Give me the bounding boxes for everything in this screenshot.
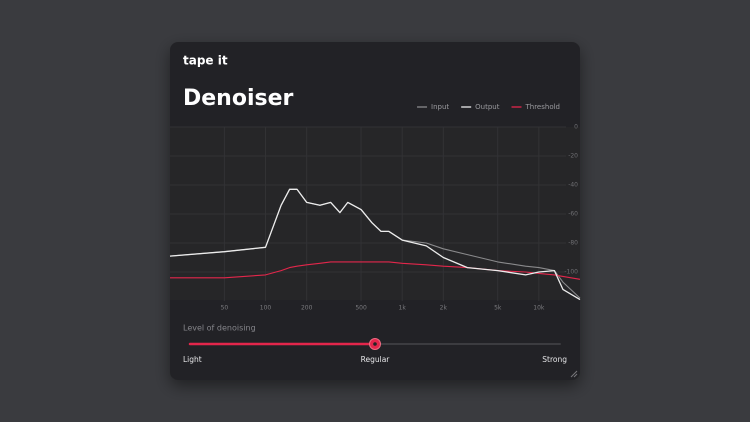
y-tick-label: 0: [574, 124, 578, 131]
x-tick-label: 2k: [440, 305, 448, 312]
slider-knob-center: [373, 342, 377, 346]
y-tick-label: -40: [568, 182, 578, 189]
slider-option[interactable]: Light: [183, 355, 202, 364]
slider-option[interactable]: Strong: [542, 355, 567, 364]
y-tick-label: -20: [568, 153, 578, 160]
slider-label: Level of denoising: [183, 324, 256, 333]
x-tick-label: 200: [301, 305, 313, 312]
x-tick-label: 10k: [533, 305, 545, 312]
series-line: [170, 261, 581, 280]
slider-option[interactable]: Regular: [361, 355, 391, 364]
x-tick-label: 5k: [494, 305, 502, 312]
series-line: [169, 188, 581, 301]
x-tick-label: 50: [221, 305, 229, 312]
legend-label: Output: [475, 103, 500, 111]
legend-label: Input: [431, 103, 449, 111]
y-tick-label: -100: [564, 269, 578, 276]
x-tick-label: 1k: [399, 305, 407, 312]
x-tick-label: 500: [355, 305, 367, 312]
resize-handle[interactable]: [570, 370, 578, 378]
plugin-title: Denoiser: [183, 86, 294, 111]
legend-label: Threshold: [525, 103, 561, 111]
brand: tape it: [183, 54, 228, 68]
x-tick-label: 100: [260, 305, 272, 312]
y-tick-label: -60: [568, 211, 578, 218]
y-tick-label: -80: [568, 240, 578, 247]
